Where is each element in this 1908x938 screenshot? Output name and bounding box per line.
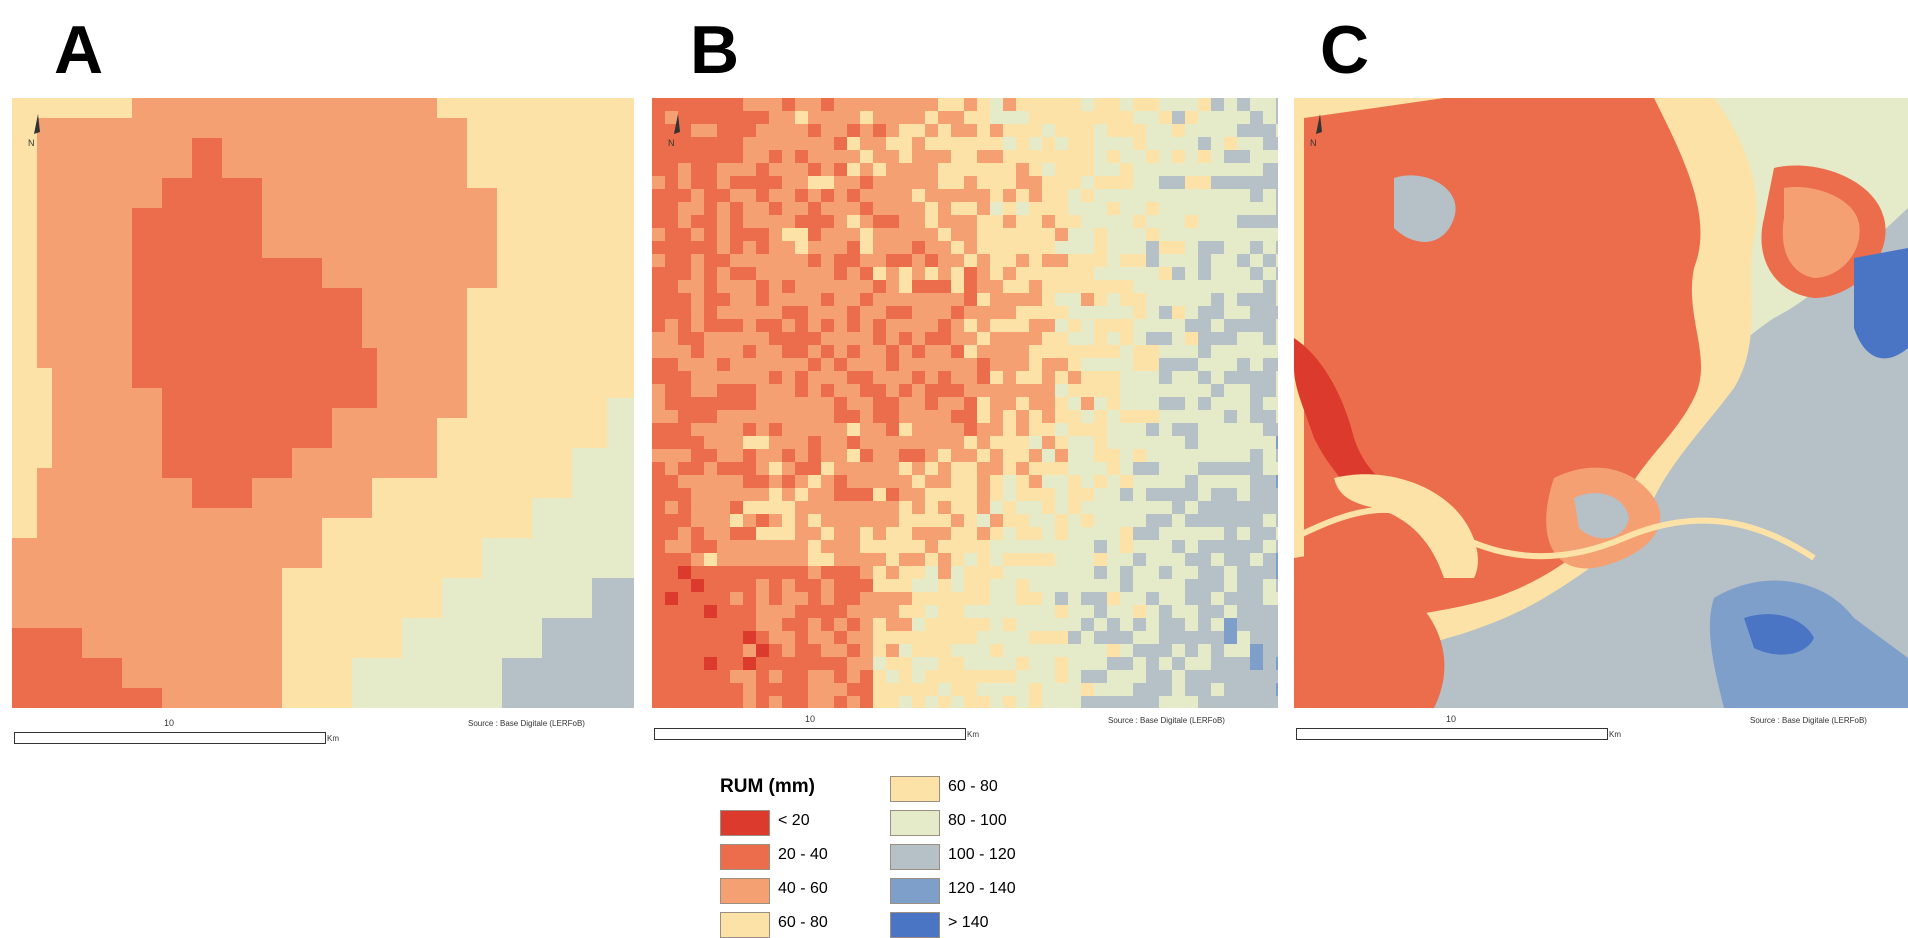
legend-label: > 140 [948,914,989,931]
svg-text:N: N [1310,138,1317,148]
source-text-a: Source : Base Digitale (LERFoB) [468,719,585,728]
north-arrow-icon: N [28,114,40,148]
north-arrow-icon: N [668,114,680,148]
legend-swatch [720,810,770,836]
legend: RUM (mm) < 20 20 - 40 40 - 60 60 - 80 60… [720,776,1040,938]
legend-label: 80 - 100 [948,812,1007,829]
legend-swatch [890,912,940,938]
source-text-b: Source : Base Digitale (LERFoB) [1108,716,1225,725]
rum-raster-a [12,98,634,708]
legend-swatch [890,844,940,870]
scale-bar-b [654,728,966,740]
rum-raster-b [652,98,1278,708]
legend-swatch [720,878,770,904]
map-panel-a: N [12,98,634,708]
legend-label: 40 - 60 [778,880,828,897]
scale-unit-c: Km [1609,730,1621,739]
legend-swatch [720,844,770,870]
legend-label: < 20 [778,812,810,829]
north-arrow-icon: N [1310,114,1322,148]
legend-label: 100 - 120 [948,846,1016,863]
scale-value-a: 10 [164,718,175,728]
legend-label: 60 - 80 [778,914,828,931]
legend-label: 20 - 40 [778,846,828,863]
panel-label-b: B [690,12,740,88]
scale-bar-c [1296,728,1608,740]
rum-raster-c [1294,98,1908,708]
map-panel-b: N [652,98,1278,708]
svg-text:N: N [668,138,675,148]
panel-label-a: A [54,12,104,88]
legend-title: RUM (mm) [720,776,815,797]
map-panel-c: N [1294,98,1908,708]
scale-unit-b: Km [967,730,979,739]
scale-unit-a: Km [327,734,339,743]
source-text-c: Source : Base Digitale (LERFoB) [1750,716,1867,725]
scale-value-b: 10 [805,714,816,724]
scale-bar-a [14,732,326,744]
legend-swatch [890,776,940,802]
legend-label: 120 - 140 [948,880,1016,897]
svg-text:N: N [28,138,35,148]
panel-label-c: C [1320,12,1370,88]
legend-swatch [720,912,770,938]
legend-swatch [890,878,940,904]
scale-value-c: 10 [1446,714,1457,724]
legend-swatch [890,810,940,836]
legend-label: 60 - 80 [948,778,998,795]
